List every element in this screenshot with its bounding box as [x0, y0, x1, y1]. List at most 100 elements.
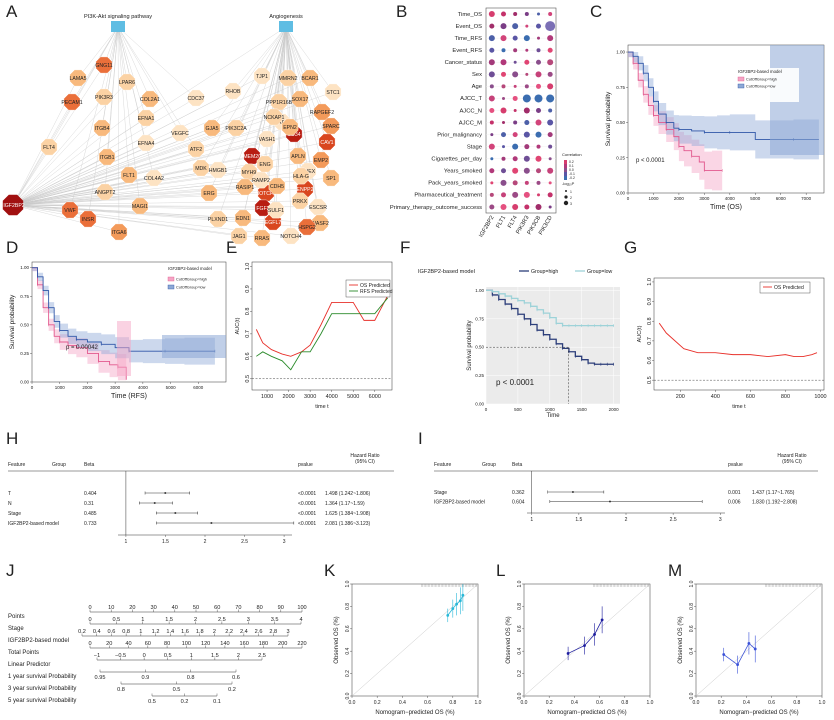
y-tick-label: 0.75: [616, 85, 625, 90]
correlation-dot: [513, 120, 518, 125]
correlation-dot: [488, 35, 495, 42]
calibration-point: [455, 602, 458, 606]
legend-label: Group=low: [587, 269, 612, 275]
legend-size-dot: [563, 200, 569, 206]
gene-node: [209, 210, 227, 228]
pathway-label: PI3K-Akt signaling pathway: [84, 14, 152, 20]
correlation-dot: [537, 193, 540, 197]
x-axis-label: time t: [732, 404, 746, 410]
legend-title: IGF2BP2-based model: [738, 69, 782, 74]
row-label: AJCC_M: [459, 120, 482, 126]
gene-node: [322, 169, 340, 187]
nomogram-tick-label: 20: [129, 605, 135, 611]
panel-a-network: GNG11 LPAR6 LAMA5 PECAM1 PIK3R3 COL2A1 CDC37 EF…: [2, 14, 342, 247]
nomogram-tick-label: 0: [88, 605, 91, 611]
gene-label: RAMP2: [252, 178, 270, 184]
y-tick-label: 0.6: [689, 625, 695, 632]
correlation-dot: [488, 143, 495, 150]
correlation-dot: [513, 48, 518, 53]
correlation-dot: [548, 181, 552, 185]
gene-label: STC1: [326, 90, 339, 96]
row-hazard-ratio: 1.364 (1.17~1.59): [325, 501, 365, 507]
row-feature: N: [8, 501, 12, 507]
pathway-node: [279, 21, 293, 32]
x-tick-label: 0.0: [349, 700, 356, 706]
correlation-dot: [512, 95, 518, 101]
nomogram-tick-label: 0.8: [187, 675, 195, 681]
gene-node: [145, 169, 163, 187]
x-tick-label: 1000: [814, 394, 826, 400]
network-edge: [12, 204, 89, 220]
y-tick-label: 0.7: [647, 337, 653, 345]
calibration-point: [722, 653, 726, 656]
legend-tick: 0.1: [569, 164, 574, 168]
x-tick-label: 1500: [577, 407, 588, 412]
correlation-dot: [488, 11, 495, 18]
nomogram-tick-label: 2.4: [240, 629, 248, 635]
gene-label: NOTCH4: [280, 234, 301, 240]
gene-label: FLT1: [123, 173, 135, 179]
gene-node: [311, 214, 329, 232]
x-tick-label: 1.5: [162, 539, 169, 545]
gene-node: [141, 90, 159, 108]
x-tick-label: 0: [485, 407, 488, 412]
network-edge: [117, 26, 128, 83]
column-header: Group: [482, 462, 496, 468]
row-label: Pack_years_smoked: [428, 181, 482, 187]
row-label: Event_OS: [456, 24, 483, 30]
correlation-dot: [512, 156, 518, 162]
row-hazard-ratio: 1.830 (1.192~2.808): [752, 500, 798, 506]
gene-label: APLN: [291, 154, 305, 160]
nomogram-tick-label: 2.5: [218, 617, 226, 623]
correlation-dot: [513, 109, 517, 112]
gene-node: [253, 67, 271, 85]
panel-h-forest-univariate: Feature Group Beta pvalue Hazard Ratio(95% C…: [8, 453, 394, 545]
correlation-dot: [534, 94, 543, 103]
row-label: Cancer_status: [445, 60, 482, 66]
gene-label: CD34: [287, 132, 300, 138]
correlation-dot: [490, 157, 494, 161]
nomogram-tick-label: 80: [256, 605, 262, 611]
gene-label: ANGPT2: [95, 190, 116, 196]
panel-letter-e: E: [226, 238, 237, 257]
y-axis-label: Observed OS (%): [334, 616, 340, 663]
nomogram-tick-label: 0.9: [141, 675, 149, 681]
nomogram-tick-label: 100: [297, 605, 306, 611]
row-pvalue: 0.001: [728, 490, 741, 496]
panel-m-calibration: 0.00.0 0.2 0.2 0.4 0.4 0.6 0.6 0.8 0.8 1.0 1.0 Nomo…: [678, 580, 826, 716]
plot-frame: [251, 261, 393, 391]
correlation-dot: [512, 203, 519, 210]
network-edge: [12, 127, 103, 206]
correlation-dot: [523, 155, 530, 162]
row-label: Event_RFS: [452, 48, 482, 54]
network-edge: [117, 26, 151, 100]
row-beta: 0.733: [84, 521, 97, 527]
gene-node: [98, 148, 116, 166]
plot-frame: [31, 261, 227, 383]
gene-label: ENPP2: [296, 187, 313, 193]
network-edge: [117, 26, 181, 134]
network-edge: [12, 204, 263, 239]
y-tick-label: 0.6: [647, 357, 653, 365]
row-beta: 0.485: [84, 511, 97, 517]
x-tick-label: 1000: [648, 196, 659, 201]
gene-node: [324, 83, 342, 101]
nomogram-tick-label: 20: [106, 641, 112, 647]
gene-node: [281, 118, 299, 136]
y-tick-label: 0.7: [245, 330, 251, 338]
gene-node: [131, 197, 149, 215]
nomogram-row-label: 1 year survival Probability: [8, 674, 76, 680]
y-tick-label: 0.4: [517, 648, 523, 655]
correlation-dot: [488, 71, 495, 78]
nomogram-tick-label: 3: [286, 629, 289, 635]
correlation-dot: [536, 168, 541, 174]
y-tick-label: 0.8: [647, 317, 653, 325]
correlation-dot: [489, 120, 494, 125]
gene-label: PIK3R3: [95, 95, 113, 101]
y-tick-label: 0.25: [20, 351, 29, 356]
x-tick-label: 3: [283, 539, 286, 545]
nomogram-tick-label: 120: [201, 641, 210, 647]
legend-label: CutOffGroup=low: [176, 286, 206, 290]
row-feature: Stage: [434, 490, 447, 496]
x-axis-label: Nomogram−predicted OS (%): [719, 710, 798, 716]
